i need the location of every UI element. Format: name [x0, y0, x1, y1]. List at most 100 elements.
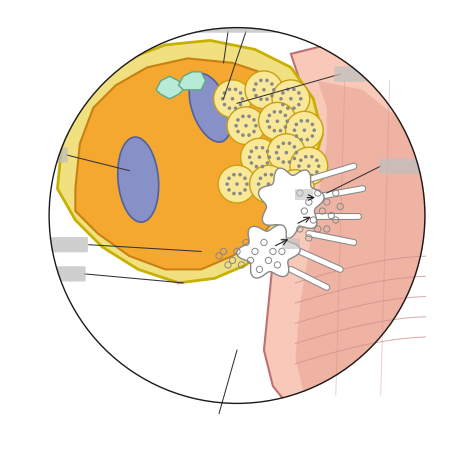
- Circle shape: [283, 114, 287, 117]
- Circle shape: [243, 188, 247, 192]
- FancyBboxPatch shape: [177, 17, 279, 33]
- Circle shape: [266, 119, 269, 123]
- Circle shape: [315, 158, 319, 162]
- Circle shape: [286, 106, 290, 110]
- Circle shape: [270, 192, 273, 195]
- Circle shape: [279, 110, 282, 114]
- Circle shape: [288, 160, 291, 164]
- Circle shape: [268, 114, 271, 117]
- Circle shape: [258, 155, 261, 159]
- Circle shape: [292, 157, 296, 160]
- Circle shape: [299, 97, 302, 101]
- Circle shape: [306, 119, 309, 123]
- Circle shape: [254, 124, 258, 128]
- Circle shape: [250, 150, 253, 153]
- Circle shape: [283, 125, 287, 129]
- Circle shape: [317, 164, 320, 168]
- Circle shape: [241, 133, 245, 137]
- Circle shape: [270, 173, 273, 176]
- Circle shape: [245, 182, 249, 186]
- Circle shape: [299, 170, 302, 174]
- Circle shape: [223, 103, 226, 106]
- Circle shape: [267, 155, 271, 159]
- Circle shape: [232, 173, 236, 176]
- Circle shape: [294, 151, 298, 154]
- Circle shape: [225, 182, 229, 186]
- Circle shape: [241, 97, 244, 101]
- Circle shape: [277, 145, 280, 149]
- Circle shape: [297, 103, 301, 106]
- Circle shape: [259, 188, 262, 192]
- Ellipse shape: [189, 74, 231, 142]
- Circle shape: [304, 174, 308, 177]
- Circle shape: [301, 181, 305, 185]
- Circle shape: [301, 193, 305, 196]
- Circle shape: [239, 103, 242, 106]
- Circle shape: [306, 138, 309, 141]
- Circle shape: [289, 97, 292, 101]
- Circle shape: [273, 129, 276, 132]
- Circle shape: [265, 79, 269, 82]
- FancyBboxPatch shape: [29, 266, 86, 282]
- Circle shape: [261, 146, 264, 150]
- Circle shape: [291, 177, 294, 181]
- FancyBboxPatch shape: [282, 238, 300, 249]
- Circle shape: [259, 79, 263, 82]
- Circle shape: [285, 119, 289, 123]
- Circle shape: [257, 182, 260, 186]
- Circle shape: [272, 88, 275, 92]
- Circle shape: [286, 88, 290, 91]
- FancyBboxPatch shape: [22, 237, 88, 252]
- Circle shape: [284, 187, 287, 190]
- Circle shape: [267, 182, 270, 186]
- Circle shape: [264, 173, 267, 176]
- Circle shape: [270, 94, 273, 97]
- Circle shape: [297, 196, 300, 200]
- Circle shape: [300, 138, 303, 141]
- Circle shape: [236, 130, 240, 133]
- Circle shape: [255, 146, 258, 150]
- Circle shape: [274, 176, 278, 180]
- Circle shape: [279, 97, 283, 101]
- Circle shape: [238, 192, 242, 195]
- Circle shape: [265, 161, 269, 165]
- FancyBboxPatch shape: [175, 412, 263, 427]
- FancyBboxPatch shape: [295, 189, 313, 200]
- Circle shape: [315, 170, 319, 174]
- Polygon shape: [237, 225, 300, 278]
- Circle shape: [265, 97, 269, 101]
- Circle shape: [310, 123, 314, 126]
- Circle shape: [227, 107, 265, 145]
- Circle shape: [235, 182, 239, 186]
- Ellipse shape: [118, 137, 159, 222]
- Circle shape: [234, 106, 237, 110]
- Circle shape: [302, 128, 306, 132]
- Polygon shape: [259, 168, 324, 238]
- Circle shape: [299, 158, 302, 162]
- Circle shape: [252, 130, 256, 133]
- Circle shape: [293, 187, 297, 190]
- Circle shape: [285, 181, 289, 185]
- Circle shape: [285, 193, 289, 196]
- Circle shape: [277, 157, 280, 160]
- Circle shape: [218, 165, 256, 203]
- Circle shape: [276, 182, 280, 186]
- Circle shape: [292, 88, 296, 91]
- Circle shape: [285, 111, 323, 149]
- Circle shape: [241, 114, 245, 118]
- Circle shape: [297, 164, 301, 168]
- Circle shape: [248, 155, 251, 159]
- Circle shape: [294, 123, 298, 126]
- Circle shape: [259, 176, 262, 180]
- Circle shape: [228, 88, 231, 91]
- Circle shape: [292, 128, 296, 132]
- Circle shape: [244, 124, 248, 128]
- FancyBboxPatch shape: [335, 66, 400, 82]
- Circle shape: [312, 128, 316, 132]
- Circle shape: [254, 94, 258, 97]
- Circle shape: [310, 174, 314, 177]
- Circle shape: [250, 165, 287, 203]
- Circle shape: [223, 91, 226, 95]
- Circle shape: [258, 102, 296, 140]
- Circle shape: [282, 141, 285, 145]
